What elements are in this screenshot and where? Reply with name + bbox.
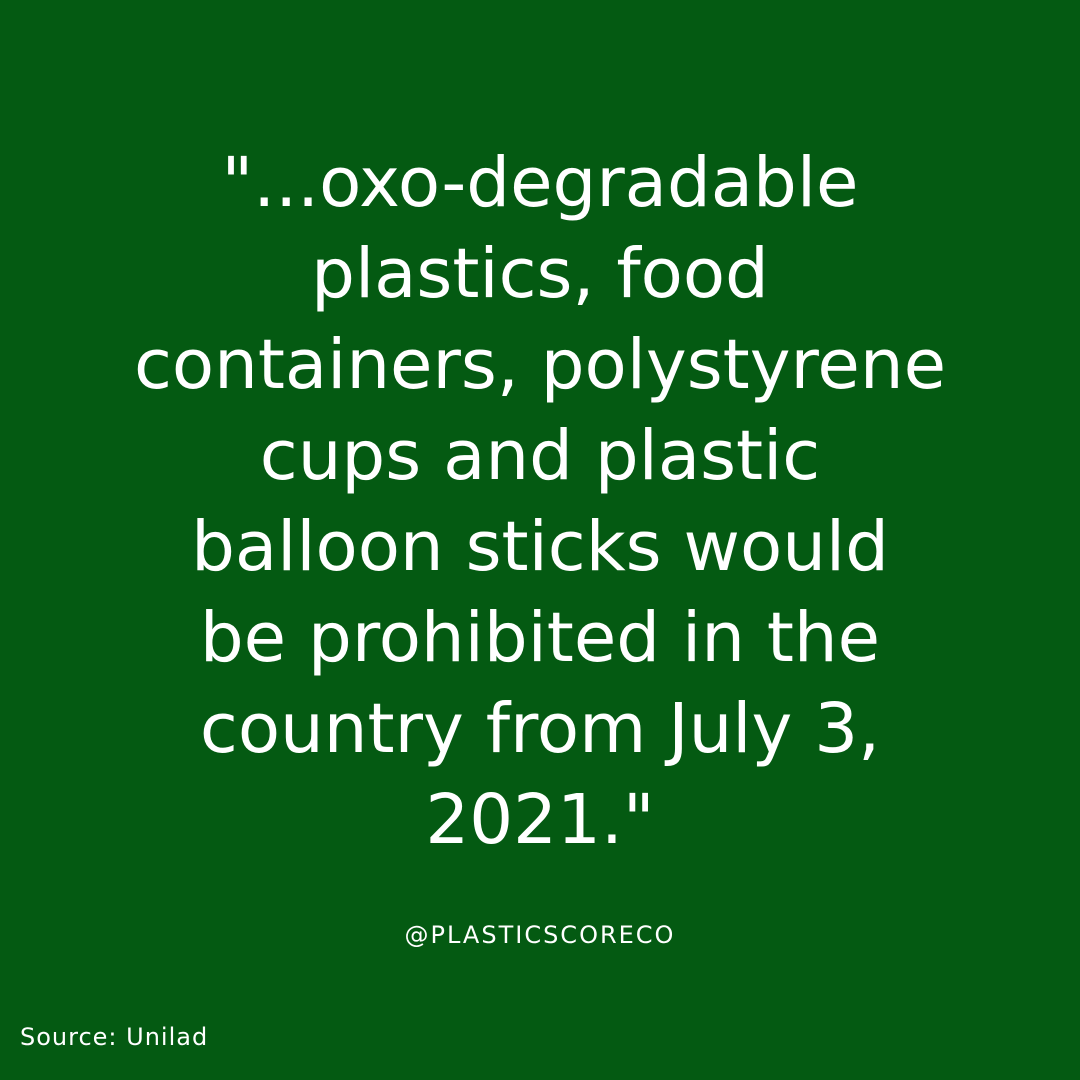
- quote-line: cups and plastic: [259, 416, 821, 496]
- quote-text: "...oxo-degradable plastics, food contai…: [0, 138, 1080, 866]
- social-handle: @PLASTICSCORECO: [404, 921, 676, 949]
- quote-line: plastics, food: [311, 234, 769, 314]
- source-credit: Source: Unilad: [20, 1023, 209, 1051]
- quote-line: balloon sticks would: [191, 507, 889, 587]
- quote-line: country from July 3,: [199, 689, 881, 769]
- quote-line: be prohibited in the: [199, 598, 881, 678]
- quote-line: containers, polystyrene: [133, 325, 947, 405]
- quote-line: 2021.": [425, 780, 655, 860]
- quote-line: "...oxo-degradable: [221, 143, 859, 223]
